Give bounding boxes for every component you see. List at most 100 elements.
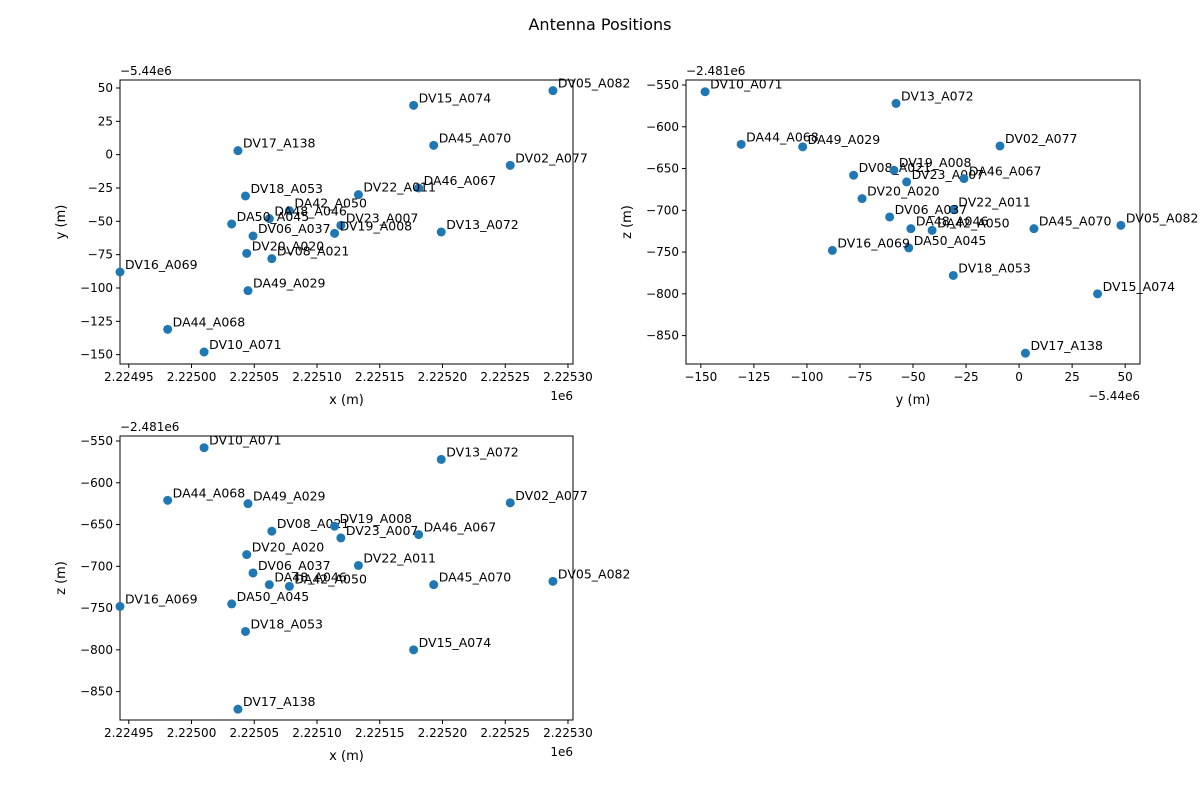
point-label: DV19_A008 bbox=[340, 218, 413, 233]
point-label: DV18_A053 bbox=[250, 616, 323, 631]
scatter-plot-1: 2.22495 2.22500 2.22505 2.22510 2.22515 2.225… bbox=[54, 64, 630, 408]
point-label: DA48_A046 bbox=[274, 570, 347, 585]
data-point-da50_a045 bbox=[904, 243, 914, 253]
data-point-dv17_a138 bbox=[233, 704, 243, 714]
y-tick-label: −125 bbox=[80, 314, 113, 328]
point-label: DV10_A071 bbox=[209, 433, 282, 448]
y-offset-label: −2.481e6 bbox=[686, 64, 745, 78]
point-label: DV06_A037 bbox=[895, 202, 968, 217]
point-label: DA46_A067 bbox=[969, 164, 1042, 179]
x-tick-label: −25 bbox=[953, 370, 978, 384]
data-point-da49_a029 bbox=[798, 142, 808, 152]
data-point-dv08_a021 bbox=[267, 254, 277, 264]
point-label: DA50_A045 bbox=[237, 589, 310, 604]
y-tick-label: −650 bbox=[646, 162, 679, 176]
data-point-da50_a045 bbox=[227, 599, 237, 609]
point-label: DV16_A069 bbox=[125, 591, 198, 606]
x-offset-label: −5.44e6 bbox=[1088, 389, 1140, 403]
point-label: DA42_A050 bbox=[294, 571, 367, 586]
y-tick-label: −100 bbox=[80, 281, 113, 295]
x-tick-label: 50 bbox=[1118, 370, 1133, 384]
y-tick-label: −700 bbox=[80, 559, 113, 573]
point-label: DV20_A020 bbox=[867, 184, 940, 199]
point-label: DV13_A072 bbox=[901, 88, 974, 103]
data-point-dv22_a011 bbox=[353, 190, 363, 200]
y-tick-label: −50 bbox=[88, 214, 113, 228]
scatter-plot-3: 2.22495 2.22500 2.22505 2.22510 2.22515 2.225… bbox=[54, 420, 630, 764]
data-point-da46_a067 bbox=[414, 530, 424, 540]
point-label: DV06_A037 bbox=[258, 221, 331, 236]
x-axis-label: x (m) bbox=[329, 393, 364, 408]
x-axis-label: x (m) bbox=[329, 749, 364, 764]
point-label: DV13_A072 bbox=[446, 217, 519, 232]
data-point-dv02_a077 bbox=[505, 160, 515, 170]
data-point-dv15_a074 bbox=[1093, 289, 1103, 299]
point-label: DV05_A082 bbox=[558, 76, 631, 91]
data-point-dv23_a007 bbox=[902, 177, 912, 187]
data-point-dv13_a072 bbox=[436, 227, 446, 237]
y-tick-label: −750 bbox=[80, 601, 113, 615]
y-tick-label: −150 bbox=[80, 348, 113, 362]
point-label: DA49_A029 bbox=[253, 276, 326, 291]
point-label: DA45_A070 bbox=[1039, 214, 1112, 229]
data-point-dv06_a037 bbox=[885, 212, 895, 222]
data-point-da44_a068 bbox=[163, 495, 173, 505]
data-point-dv18_a053 bbox=[240, 626, 250, 636]
x-tick-label: 2.22510 bbox=[292, 370, 342, 384]
x-tick-label: 2.22500 bbox=[167, 726, 217, 740]
data-point-dv20_a020 bbox=[242, 550, 252, 560]
x-tick-label: 2.22520 bbox=[418, 726, 468, 740]
y-tick-label: −75 bbox=[88, 248, 113, 262]
plot-area-frame bbox=[119, 79, 574, 365]
point-label: DA44_A068 bbox=[173, 485, 246, 500]
data-point-dv13_a072 bbox=[436, 454, 446, 464]
data-point-dv23_a007 bbox=[336, 220, 346, 230]
data-point-da45_a070 bbox=[429, 580, 439, 590]
data-point-dv18_a053 bbox=[240, 191, 250, 201]
y-tick-label: −750 bbox=[646, 245, 679, 259]
point-label: DV05_A082 bbox=[1126, 210, 1199, 225]
data-point-dv17_a138 bbox=[1020, 348, 1030, 358]
y-tick-label: −600 bbox=[80, 476, 113, 490]
data-point-dv16_a069 bbox=[827, 245, 837, 255]
x-tick-label: −100 bbox=[790, 370, 823, 384]
x-tick-label: 2.22495 bbox=[104, 726, 154, 740]
y-tick-label: −600 bbox=[646, 120, 679, 134]
y-tick-label: −800 bbox=[646, 287, 679, 301]
data-point-dv17_a138 bbox=[233, 146, 243, 156]
point-label: DV19_A008 bbox=[340, 511, 413, 526]
point-label: DA50_A045 bbox=[237, 209, 310, 224]
data-point-dv05_a082 bbox=[548, 86, 558, 96]
data-point-da46_a067 bbox=[414, 183, 424, 193]
data-point-da46_a067 bbox=[959, 174, 969, 184]
data-point-dv08_a021 bbox=[849, 170, 859, 180]
point-label: DA50_A045 bbox=[914, 233, 987, 248]
point-label: DV19_A008 bbox=[899, 155, 972, 170]
point-label: DV10_A071 bbox=[710, 77, 783, 92]
x-tick-label: 2.22495 bbox=[104, 370, 154, 384]
data-point-dv08_a021 bbox=[267, 526, 277, 536]
plot-area-frame bbox=[119, 435, 574, 721]
y-tick-label: −550 bbox=[80, 434, 113, 448]
x-tick-label: 25 bbox=[1064, 370, 1079, 384]
x-tick-label: −125 bbox=[737, 370, 770, 384]
data-point-da50_a045 bbox=[227, 219, 237, 229]
data-point-dv20_a020 bbox=[857, 194, 867, 204]
data-point-da49_a029 bbox=[243, 286, 253, 296]
y-tick-label: 0 bbox=[105, 148, 113, 162]
data-point-dv10_a071 bbox=[199, 443, 209, 453]
y-axis-label: z (m) bbox=[54, 561, 69, 595]
data-point-dv20_a020 bbox=[242, 248, 252, 258]
point-label: DV08_A021 bbox=[277, 516, 350, 531]
point-label: DV17_A138 bbox=[1030, 338, 1103, 353]
point-label: DA44_A068 bbox=[746, 129, 819, 144]
y-tick-label: −700 bbox=[646, 203, 679, 217]
point-label: DV23_A007 bbox=[346, 523, 419, 538]
data-point-da48_a046 bbox=[264, 214, 274, 224]
x-tick-label: 2.22515 bbox=[355, 370, 405, 384]
point-label: DA42_A050 bbox=[937, 215, 1010, 230]
figure-title: Antenna Positions bbox=[528, 15, 671, 34]
data-point-dv13_a072 bbox=[891, 98, 901, 108]
point-label: DV15_A074 bbox=[419, 635, 492, 650]
